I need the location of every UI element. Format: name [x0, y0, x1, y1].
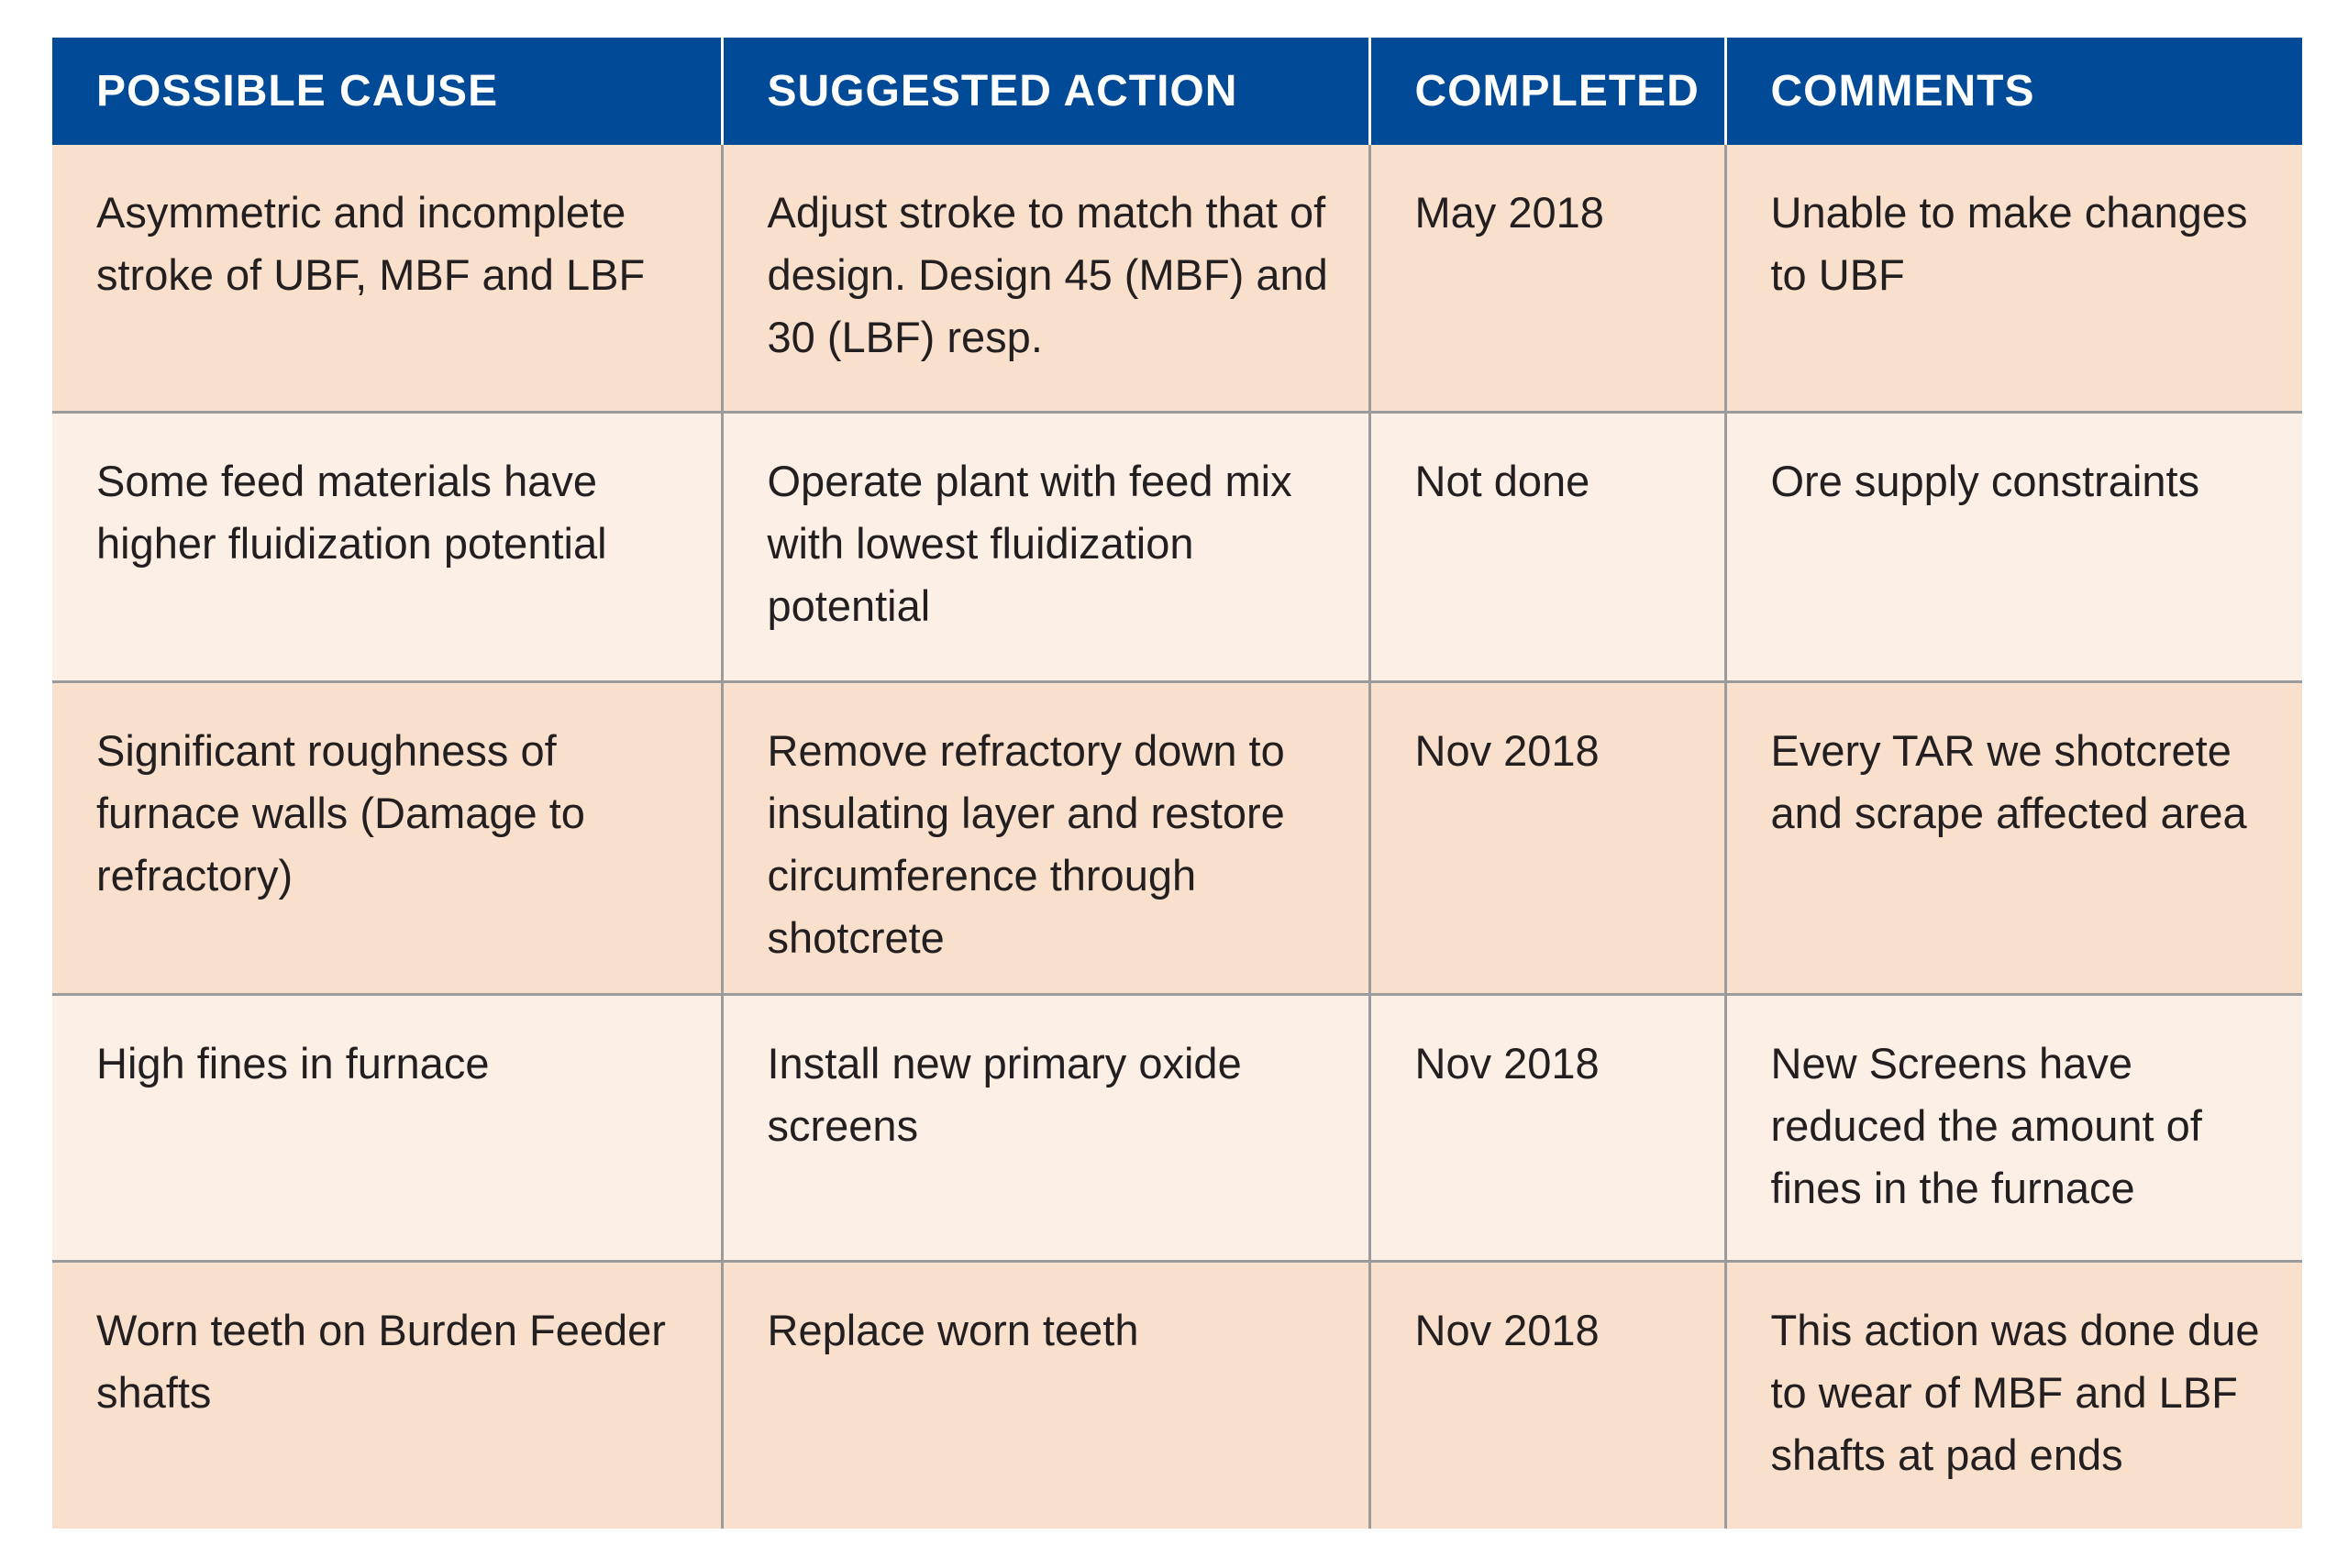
table-body: Asymmetric and incomplete stroke of UBF,… — [52, 145, 2302, 1529]
header-row: POSSIBLE CAUSE SUGGESTED ACTION COMPLETE… — [52, 38, 2302, 145]
cell-completed: Not done — [1368, 410, 1725, 681]
table-row: Some feed materials have higher fluidiza… — [52, 410, 2302, 681]
cell-possible-cause: High fines in furnace — [52, 992, 722, 1261]
cell-possible-cause: Asymmetric and incomplete stroke of UBF,… — [52, 145, 722, 412]
cell-possible-cause: Worn teeth on Burden Feeder shafts — [52, 1259, 722, 1529]
cell-comments: Unable to make changes to UBF — [1723, 145, 2302, 412]
cell-comments: Every TAR we shotcrete and scrape affect… — [1723, 679, 2302, 994]
cell-completed: Nov 2018 — [1368, 992, 1725, 1261]
cell-possible-cause: Significant roughness of furnace walls (… — [52, 679, 722, 994]
cell-suggested-action: Replace worn teeth — [720, 1259, 1369, 1529]
cell-completed: May 2018 — [1368, 145, 1725, 412]
cell-comments: This action was done due to wear of MBF … — [1723, 1259, 2302, 1529]
header-comments: COMMENTS — [1723, 38, 2302, 145]
table-header: POSSIBLE CAUSE SUGGESTED ACTION COMPLETE… — [52, 38, 2302, 145]
header-suggested-action: SUGGESTED ACTION — [720, 38, 1369, 145]
action-table: POSSIBLE CAUSE SUGGESTED ACTION COMPLETE… — [52, 38, 2302, 1529]
table-row: Significant roughness of furnace walls (… — [52, 679, 2302, 994]
action-table-container: POSSIBLE CAUSE SUGGESTED ACTION COMPLETE… — [52, 38, 2302, 1529]
cell-suggested-action: Adjust stroke to match that of design. D… — [720, 145, 1369, 412]
header-possible-cause: POSSIBLE CAUSE — [52, 38, 722, 145]
cell-possible-cause: Some feed materials have higher fluidiza… — [52, 410, 722, 681]
table-row: Worn teeth on Burden Feeder shafts Repla… — [52, 1259, 2302, 1529]
cell-completed: Nov 2018 — [1368, 679, 1725, 994]
cell-suggested-action: Remove refractory down to insulating lay… — [720, 679, 1369, 994]
header-completed: COMPLETED — [1368, 38, 1725, 145]
cell-comments: New Screens have reduced the amount of f… — [1723, 992, 2302, 1261]
table-row: Asymmetric and incomplete stroke of UBF,… — [52, 145, 2302, 412]
table-row: High fines in furnace Install new primar… — [52, 992, 2302, 1261]
cell-comments: Ore supply constraints — [1723, 410, 2302, 681]
cell-completed: Nov 2018 — [1368, 1259, 1725, 1529]
cell-suggested-action: Operate plant with feed mix with lowest … — [720, 410, 1369, 681]
cell-suggested-action: Install new primary oxide screens — [720, 992, 1369, 1261]
